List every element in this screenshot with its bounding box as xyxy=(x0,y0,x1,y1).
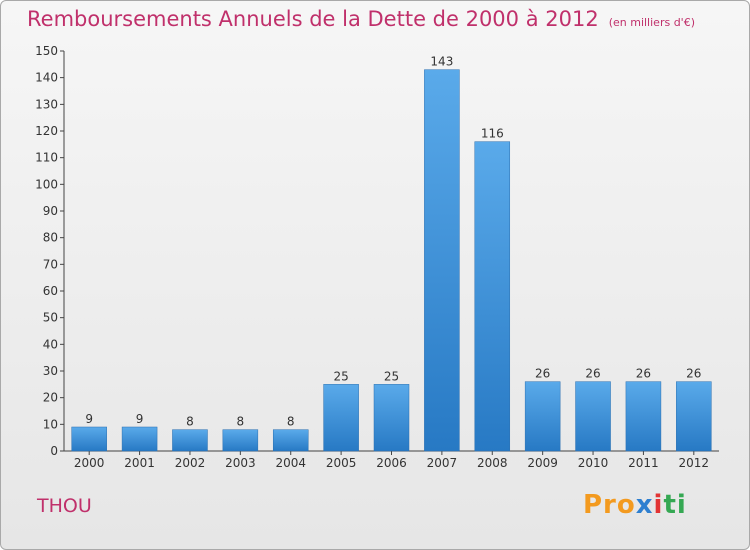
logo-part-3: i xyxy=(653,490,664,520)
x-tick-label-2012: 2012 xyxy=(679,456,710,470)
y-tick-label: 140 xyxy=(35,71,58,85)
y-tick-label: 90 xyxy=(43,204,58,218)
x-tick-label-2002: 2002 xyxy=(175,456,206,470)
value-label-2012: 26 xyxy=(686,367,701,381)
proxiti-logo: Proxiti xyxy=(583,490,687,520)
value-label-2004: 8 xyxy=(287,415,295,429)
bars xyxy=(71,69,712,452)
y-tick-label: 130 xyxy=(35,97,58,111)
commune-name: THOU xyxy=(37,495,92,517)
bar-2011 xyxy=(625,381,662,452)
x-tick-label-2010: 2010 xyxy=(578,456,609,470)
logo-part-2: x xyxy=(635,490,654,520)
bar-2004 xyxy=(272,429,309,452)
chart-title-main: Remboursements Annuels de la Dette de 20… xyxy=(27,7,599,31)
x-tick-label-2005: 2005 xyxy=(326,456,357,470)
bar-2007 xyxy=(424,69,460,452)
y-tick-label: 30 xyxy=(43,364,58,378)
value-label-2007: 143 xyxy=(430,55,453,69)
x-tick-label-2008: 2008 xyxy=(477,456,508,470)
x-tick-label-2007: 2007 xyxy=(427,456,458,470)
bar-2008 xyxy=(474,141,511,452)
value-label-2009: 26 xyxy=(535,367,550,381)
value-label-2010: 26 xyxy=(585,367,600,381)
x-tick-label-2003: 2003 xyxy=(225,456,256,470)
bar-2005 xyxy=(323,384,359,452)
x-tick-label-2004: 2004 xyxy=(275,456,306,470)
logo-part-4: ti xyxy=(663,490,687,520)
x-tick-label-2001: 2001 xyxy=(124,456,155,470)
y-tick-label: 150 xyxy=(35,44,58,58)
bar-2001 xyxy=(121,426,158,452)
y-tick-label: 50 xyxy=(43,311,58,325)
value-label-2000: 9 xyxy=(85,412,93,426)
value-label-2011: 26 xyxy=(636,367,651,381)
value-label-2008: 116 xyxy=(481,127,504,141)
value-label-2006: 25 xyxy=(384,369,399,383)
bar-2010 xyxy=(575,381,611,452)
y-tick-label: 60 xyxy=(43,284,58,298)
bar-2003 xyxy=(222,429,259,452)
labels: 9 2000 9 2001 8 2002 8 2003 8 2004 25 2005 25 2006 143… xyxy=(74,55,709,470)
y-tick-label: 10 xyxy=(43,417,58,431)
y-tick-label: 70 xyxy=(43,257,58,271)
y-tick-label: 80 xyxy=(43,231,58,245)
y-tick-label: 20 xyxy=(43,391,58,405)
bar-2009 xyxy=(524,381,561,452)
value-label-2005: 25 xyxy=(333,369,348,383)
x-tick-label-2011: 2011 xyxy=(628,456,659,470)
chart-title: Remboursements Annuels de la Dette de 20… xyxy=(27,7,695,31)
y-tick-label: 0 xyxy=(50,444,58,458)
chart-subtitle: (en milliers d'€) xyxy=(608,16,695,29)
y-tick-label: 110 xyxy=(35,151,58,165)
logo-part-1: Pro xyxy=(583,490,636,520)
y-tick-label: 120 xyxy=(35,124,58,138)
axes: 0 10 20 30 40 50 60 70 80 90 100 110 120 130 140 150 xyxy=(35,44,719,458)
y-tick-label: 40 xyxy=(43,337,58,351)
bar-2000 xyxy=(71,426,107,452)
x-tick-label-2009: 2009 xyxy=(527,456,558,470)
value-label-2003: 8 xyxy=(237,415,245,429)
value-label-2002: 8 xyxy=(186,415,194,429)
bar-2012 xyxy=(676,381,712,452)
y-tick-label: 100 xyxy=(35,177,58,191)
bar-2006 xyxy=(373,384,410,452)
value-label-2001: 9 xyxy=(136,412,144,426)
x-tick-label-2006: 2006 xyxy=(376,456,407,470)
x-tick-label-2000: 2000 xyxy=(74,456,105,470)
bar-2002 xyxy=(172,429,208,452)
